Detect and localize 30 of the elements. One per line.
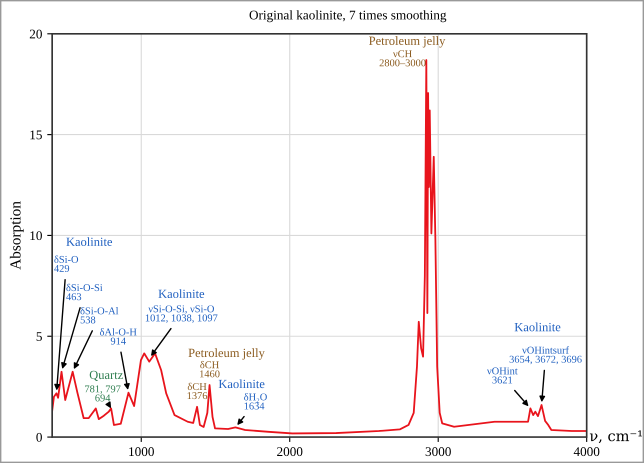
y-tick-label: 20 bbox=[30, 30, 42, 39]
annotation: 781, 797 694 bbox=[85, 385, 121, 402]
annotation: Kaolinite bbox=[66, 237, 112, 246]
annotation: Kaolinite bbox=[514, 322, 560, 332]
annotation: δSi-O 429 bbox=[54, 256, 78, 272]
annotation: δAl-O-H 914 bbox=[100, 328, 137, 345]
annotation: νOHintsurf 3654, 3672, 3696 bbox=[510, 346, 582, 364]
annotation: Petroleum jelly bbox=[188, 348, 265, 360]
annotation: Quartz bbox=[90, 370, 123, 382]
y-tick-label: 5 bbox=[36, 332, 42, 341]
x-axis-title: ν, cm⁻¹ bbox=[590, 430, 642, 444]
y-tick-label: 0 bbox=[36, 432, 42, 442]
x-tick-label: 3000 bbox=[426, 447, 451, 456]
annotation: δH₂O 1634 bbox=[244, 393, 267, 410]
annotation: δCH 1460 bbox=[200, 360, 220, 378]
y-tick-label: 10 bbox=[30, 231, 42, 240]
x-tick-label: 2000 bbox=[277, 447, 302, 456]
annotation: δSi-O-Si 463 bbox=[66, 284, 103, 300]
line-series bbox=[52, 59, 587, 434]
chart-title: Original kaolinite, 7 times smoothing bbox=[250, 10, 446, 22]
y-tick-label: 15 bbox=[30, 130, 42, 140]
annotation: νSi-O-Si, νSi-O 1012, 1038, 1097 bbox=[146, 305, 218, 323]
annotation: νOHint 3621 bbox=[487, 367, 518, 384]
x-tick-label: 1000 bbox=[129, 447, 154, 456]
annotation: Petroleum jelly bbox=[369, 36, 446, 48]
x-tick-label: 4000 bbox=[574, 447, 600, 456]
y-axis-title: Absorption bbox=[10, 201, 24, 270]
annotation: δCH 1376 bbox=[188, 382, 208, 400]
annotation: Kaolinite bbox=[218, 379, 264, 388]
annotation: Kaolinite bbox=[158, 289, 204, 298]
